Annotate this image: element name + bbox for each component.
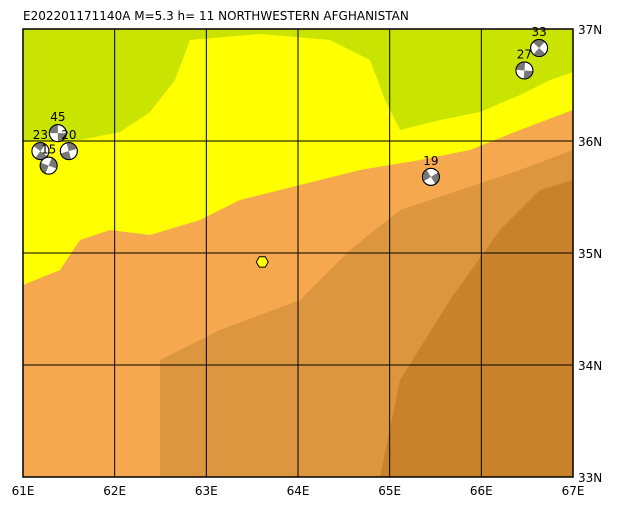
beachball-quadrant: [430, 172, 440, 185]
beachball-quadrant: [49, 124, 58, 134]
beachball-quadrant: [35, 151, 48, 160]
event-label: 20: [61, 128, 76, 142]
beachball-outline: [31, 142, 50, 161]
map-frame: [22, 28, 574, 478]
beachball-quadrant: [33, 142, 46, 152]
focal-mechanism: [530, 39, 549, 58]
beachball-outline: [59, 142, 78, 161]
event-label: 19: [423, 154, 438, 168]
event-label: 23: [33, 128, 48, 142]
epicenter: [255, 256, 269, 268]
lon-label: 66E: [470, 484, 493, 498]
lat-label: 35N: [578, 247, 602, 261]
lon-label: 64E: [287, 484, 310, 498]
beachball-outline: [421, 167, 440, 186]
beachball-outline: [48, 124, 67, 143]
event-label: 27: [517, 47, 532, 61]
beachball-quadrant: [532, 39, 545, 49]
focal-mechanism: [48, 124, 67, 143]
beachball-quadrant: [515, 61, 526, 71]
beachball-quadrant: [422, 169, 431, 182]
focal-mechanism: [31, 142, 50, 161]
lat-label: 37N: [578, 23, 602, 37]
lon-label: 67E: [562, 484, 585, 498]
beachball-quadrant: [533, 48, 546, 57]
event-label: 15: [41, 143, 56, 157]
lon-label: 65E: [378, 484, 401, 498]
focal-mechanism: [515, 61, 534, 80]
high-mountains: [380, 180, 573, 477]
lon-label: 62E: [103, 484, 126, 498]
focal-mechanism: [59, 142, 78, 161]
map-title: E202201171140A M=5.3 h= 11 NORTHWESTERN …: [23, 9, 409, 23]
lon-label: 61E: [12, 484, 35, 498]
focal-mechanism: [39, 156, 58, 175]
lon-label: 63E: [195, 484, 218, 498]
event-label: 33: [531, 25, 546, 39]
beachball-outline: [515, 61, 534, 80]
beachball-outline: [530, 39, 549, 58]
beachball-quadrant: [57, 133, 67, 142]
event-label: 45: [50, 110, 65, 124]
focal-mechanism: [421, 167, 440, 186]
lat-label: 34N: [578, 359, 602, 373]
lat-label: 36N: [578, 135, 602, 149]
beachball-outline: [39, 156, 58, 175]
lat-label: 33N: [578, 471, 602, 485]
beachball-quadrant: [523, 70, 533, 79]
